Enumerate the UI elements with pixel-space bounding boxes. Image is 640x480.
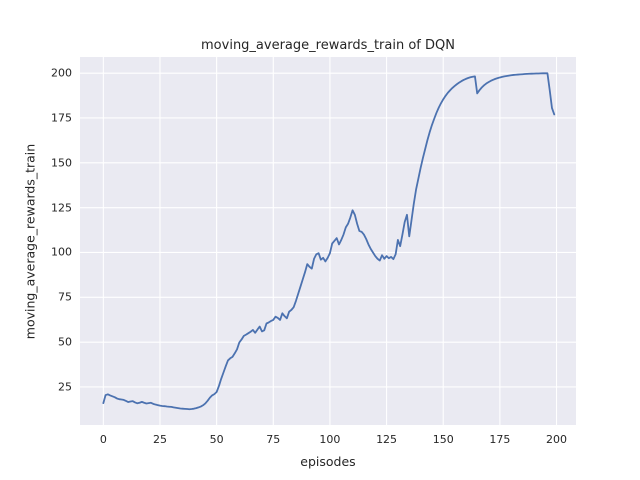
y-tick-label: 200: [51, 66, 72, 80]
y-tick-label: 25: [58, 380, 72, 394]
y-tick-label: 100: [51, 245, 72, 259]
x-axis-label: episodes: [300, 454, 356, 469]
x-tick-label: 150: [432, 433, 454, 446]
x-tick-label: 25: [152, 433, 167, 446]
x-tick-label: 125: [376, 433, 398, 446]
line-series: [102, 72, 556, 411]
y-tick-label: 175: [51, 111, 72, 125]
x-tick-label: 175: [489, 433, 511, 446]
x-tick-label: 50: [209, 433, 224, 446]
y-tick-label: 150: [51, 156, 72, 170]
y-tick-label: 50: [58, 335, 72, 349]
x-tick-label: 75: [266, 433, 281, 446]
x-tick-label: 0: [99, 433, 107, 446]
x-tick-label: 100: [319, 433, 341, 446]
gridlines: [80, 57, 576, 425]
y-tick-label: 125: [51, 201, 72, 215]
y-tick-label: 75: [58, 290, 72, 304]
chart-title: moving_average_rewards_train of DQN: [201, 38, 455, 53]
plot-area: [80, 57, 576, 425]
x-tick-label: 200: [546, 433, 567, 446]
